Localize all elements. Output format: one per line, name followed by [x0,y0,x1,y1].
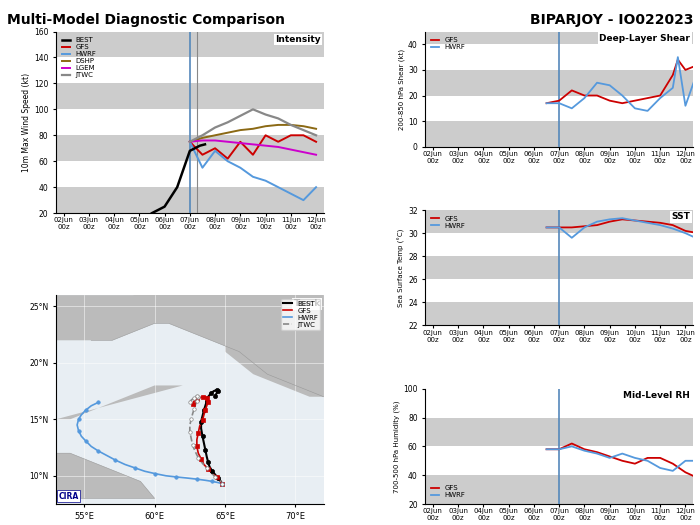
Polygon shape [225,295,323,397]
Legend: GFS, HWRF: GFS, HWRF [429,484,468,500]
Bar [426,121,693,147]
Bar [426,417,693,446]
Y-axis label: Sea Surface Temp (°C): Sea Surface Temp (°C) [398,228,405,307]
Text: SST: SST [671,213,690,222]
Polygon shape [56,385,183,419]
Text: Intensity: Intensity [275,35,321,44]
Bar [56,83,323,109]
Legend: BEST, GFS, HWRF, DSHP, LGEM, JTWC: BEST, GFS, HWRF, DSHP, LGEM, JTWC [60,35,99,80]
Polygon shape [56,295,323,397]
Bar [426,302,693,326]
Bar [426,70,693,96]
Bar [56,32,323,57]
Polygon shape [56,453,155,498]
Bar [426,475,693,504]
Text: Multi-Model Diagnostic Comparison: Multi-Model Diagnostic Comparison [7,13,285,27]
Y-axis label: 200-850 hPa Shear (kt): 200-850 hPa Shear (kt) [399,48,405,130]
Text: BIPARJOY - IO022023: BIPARJOY - IO022023 [529,13,693,27]
Legend: BEST, GFS, HWRF, JTWC: BEST, GFS, HWRF, JTWC [281,299,320,330]
Legend: GFS, HWRF: GFS, HWRF [429,214,468,231]
Text: Deep-Layer Shear: Deep-Layer Shear [599,34,690,43]
Legend: GFS, HWRF: GFS, HWRF [429,35,468,52]
Bar [56,187,323,213]
Y-axis label: 10m Max Wind Speed (kt): 10m Max Wind Speed (kt) [22,73,31,172]
Polygon shape [155,295,239,318]
Bar [426,32,693,44]
Bar [426,256,693,279]
Y-axis label: 700-500 hPa Humidity (%): 700-500 hPa Humidity (%) [394,400,400,492]
Text: Mid-Level RH: Mid-Level RH [624,391,690,400]
Polygon shape [134,295,239,346]
Text: CIRA: CIRA [59,492,79,501]
Text: Track: Track [294,299,321,308]
Bar [56,135,323,161]
Bar [426,210,693,233]
